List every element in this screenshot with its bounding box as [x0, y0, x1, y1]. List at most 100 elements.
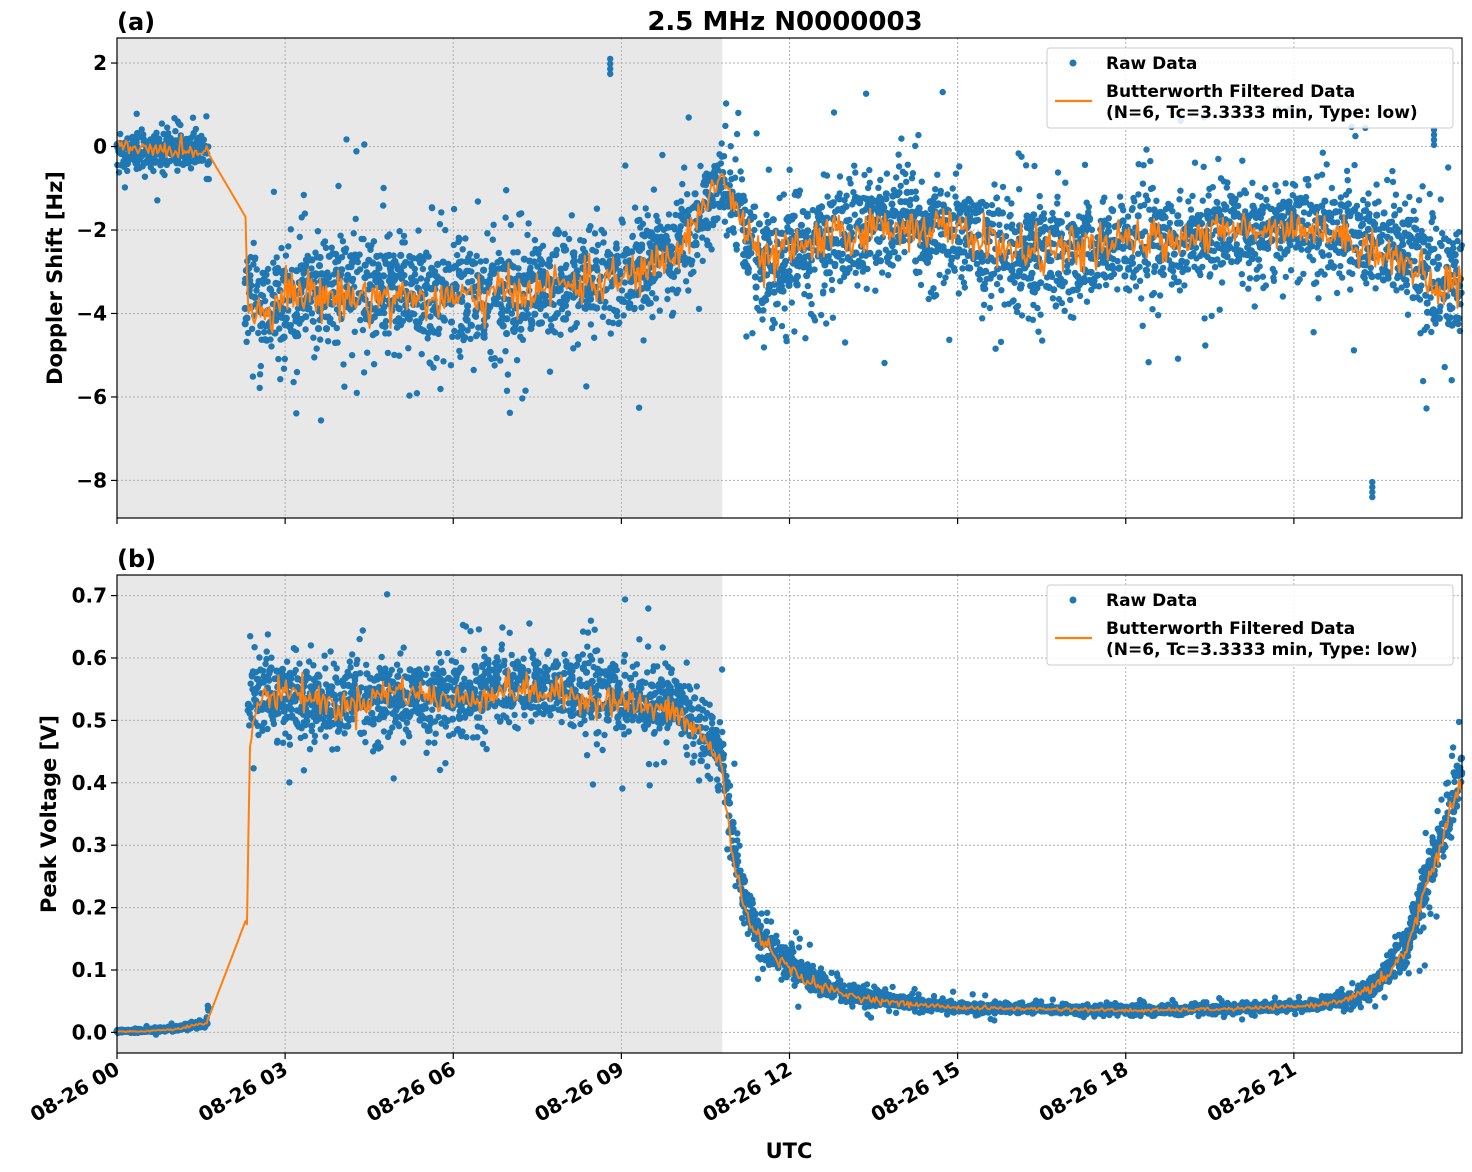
a-raw-point	[509, 326, 518, 334]
chart-title: 2.5 MHz N0000003	[647, 7, 922, 37]
a-raw-point	[808, 300, 815, 308]
a-raw-point	[867, 199, 875, 208]
a-raw-point	[425, 253, 432, 260]
a-raw-point	[1003, 223, 1010, 230]
a-raw-point	[1224, 179, 1231, 186]
a-raw-point	[979, 315, 986, 322]
a-raw-point	[257, 322, 265, 330]
a-raw-point	[779, 287, 787, 295]
a-raw-point	[802, 335, 809, 342]
a-raw-point	[430, 364, 437, 371]
b-raw-point	[601, 731, 608, 739]
b-raw-point	[645, 760, 653, 768]
a-raw-point	[437, 385, 444, 393]
a-raw-point	[961, 258, 969, 265]
a-raw-point	[751, 203, 759, 210]
a-raw-point	[731, 174, 739, 181]
b-raw-point	[390, 775, 397, 782]
a-raw-point	[1181, 265, 1189, 273]
a-raw-point	[843, 217, 851, 225]
a-raw-point	[722, 122, 729, 130]
a-raw-point	[909, 170, 917, 177]
b-raw-point	[474, 734, 481, 741]
a-raw-point	[679, 208, 687, 216]
a-raw-point	[497, 319, 505, 327]
a-raw-point	[535, 319, 543, 327]
a-raw-point	[749, 330, 756, 337]
a-raw-point	[1058, 299, 1066, 307]
a-raw-point	[821, 261, 829, 269]
a-raw-point	[1427, 246, 1436, 254]
a-raw-point	[417, 275, 425, 282]
b-raw-point	[654, 663, 661, 670]
a-raw-point	[799, 257, 808, 265]
a-raw-point	[252, 254, 259, 261]
a-raw-point	[693, 199, 701, 207]
a-raw-point	[1185, 198, 1192, 205]
a-raw-point	[838, 257, 845, 264]
a-raw-point	[1175, 278, 1183, 285]
a-raw-point	[1427, 236, 1434, 243]
a-raw-point	[380, 202, 387, 209]
a-raw-point	[952, 246, 960, 254]
a-raw-point	[1375, 198, 1382, 205]
a-raw-point	[469, 260, 477, 268]
a-raw-point	[513, 357, 521, 364]
a-raw-point	[976, 276, 983, 283]
a-raw-point	[1364, 225, 1372, 233]
a-raw-point	[1174, 212, 1182, 220]
a-raw-point	[381, 322, 389, 330]
a-raw-point	[1132, 283, 1140, 290]
a-raw-point	[570, 345, 577, 352]
a-raw-point	[866, 166, 873, 174]
a-raw-point	[300, 191, 307, 199]
b-raw-point	[452, 659, 459, 666]
a-raw-point	[205, 175, 212, 183]
a-raw-point	[646, 232, 654, 240]
a-raw-point	[1401, 200, 1409, 207]
a-raw-point	[1300, 270, 1307, 278]
a-raw-point	[839, 265, 847, 273]
a-raw-point	[1456, 245, 1464, 253]
a-raw-point	[491, 355, 498, 362]
a-raw-point	[1054, 270, 1063, 278]
a-raw-point	[1390, 202, 1398, 209]
a-raw-point	[1354, 214, 1362, 222]
b-raw-point	[579, 651, 586, 658]
a-raw-point	[665, 211, 673, 218]
a-raw-point	[1031, 162, 1038, 170]
a-raw-point	[249, 373, 257, 380]
a-raw-point	[340, 361, 347, 368]
a-raw-point	[864, 184, 872, 192]
a-raw-point	[1368, 273, 1376, 281]
a-raw-point	[151, 137, 159, 145]
a-raw-point	[353, 389, 360, 397]
a-raw-point	[617, 271, 624, 278]
a-raw-point	[1149, 184, 1157, 192]
b-raw-point	[400, 739, 407, 746]
a-raw-point	[1344, 177, 1351, 184]
b-raw-point	[558, 718, 565, 726]
a-raw-point	[702, 173, 710, 181]
b-raw-point	[327, 648, 334, 655]
a-raw-point	[361, 274, 369, 282]
a-raw-point	[373, 252, 381, 261]
a-raw-point	[836, 190, 843, 197]
a-raw-point	[1050, 286, 1058, 294]
b-raw-point	[322, 665, 329, 672]
b-raw-point	[620, 658, 628, 665]
a-raw-point	[519, 336, 527, 343]
a-raw-point	[702, 217, 710, 225]
b-raw-point	[436, 766, 444, 774]
a-raw-point	[397, 251, 405, 259]
b-raw-point	[530, 651, 537, 658]
a-raw-point	[473, 252, 480, 260]
a-raw-point	[1255, 256, 1263, 263]
a-raw-point	[664, 295, 671, 303]
a-raw-point	[555, 229, 562, 236]
a-raw-point	[348, 352, 356, 359]
a-raw-point	[422, 281, 430, 289]
b-raw-point	[256, 654, 263, 661]
a-raw-point	[458, 324, 466, 332]
a-raw-point	[1034, 304, 1041, 312]
